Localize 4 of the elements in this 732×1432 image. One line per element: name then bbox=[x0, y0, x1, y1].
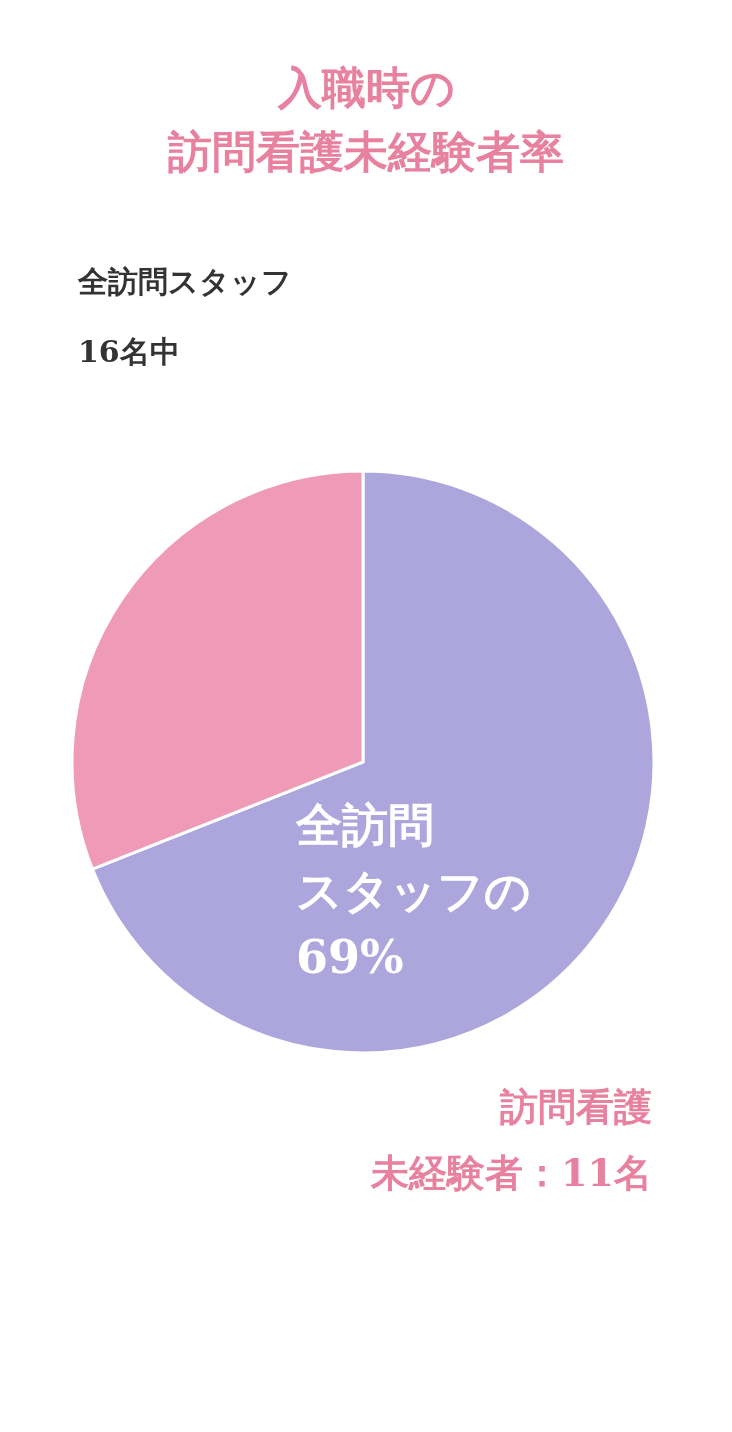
chart-subtitle: 全訪問スタッフ 16名中 bbox=[77, 264, 292, 369]
text: 訪問看護未経験者：11名 bbox=[370, 1084, 652, 1195]
chart-title: 入職時の訪問看護未経験者率 bbox=[167, 62, 564, 177]
text: 全訪問スタッフの69% bbox=[295, 798, 531, 984]
